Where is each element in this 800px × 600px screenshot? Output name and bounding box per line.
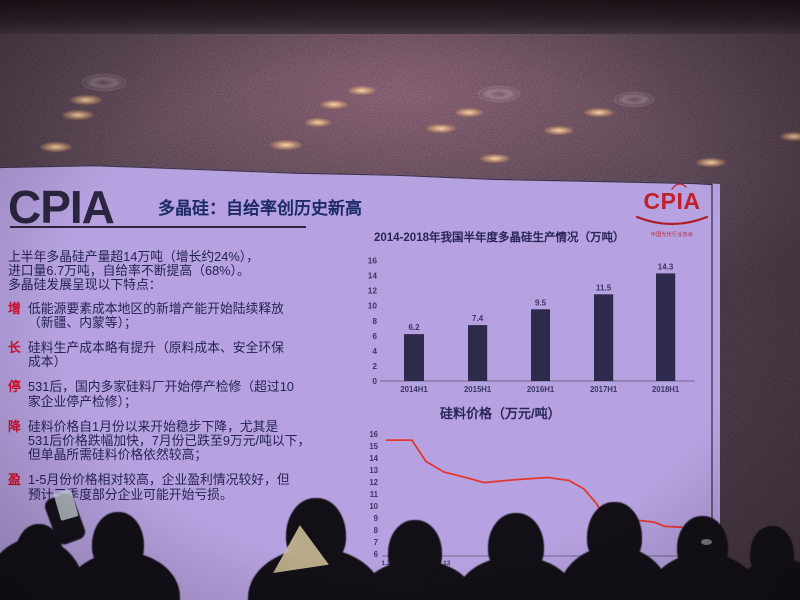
svg-text:15: 15: [369, 442, 378, 451]
svg-text:2.13: 2.13: [438, 560, 451, 567]
svg-text:14.3: 14.3: [658, 262, 674, 271]
svg-text:1.27: 1.27: [406, 560, 419, 567]
svg-text:8: 8: [374, 526, 379, 535]
svg-text:14: 14: [368, 271, 378, 281]
svg-text:3.13: 3.13: [510, 560, 523, 567]
svg-text:10: 10: [369, 502, 378, 511]
svg-text:7.4: 7.4: [472, 314, 484, 323]
svg-text:6.2: 6.2: [630, 560, 639, 567]
svg-text:9: 9: [374, 514, 379, 523]
svg-text:6: 6: [374, 550, 379, 559]
svg-text:0: 0: [372, 376, 377, 386]
svg-text:4.24: 4.24: [578, 560, 591, 567]
svg-text:7: 7: [374, 538, 378, 547]
svg-text:4: 4: [372, 346, 377, 356]
svg-text:13: 13: [369, 466, 378, 475]
svg-text:10: 10: [368, 301, 378, 311]
svg-text:12: 12: [369, 478, 378, 487]
svg-text:6: 6: [372, 331, 377, 341]
svg-text:16: 16: [369, 430, 378, 439]
svg-text:9.5: 9.5: [535, 298, 547, 307]
svg-text:16: 16: [368, 256, 378, 266]
svg-text:8: 8: [372, 316, 377, 326]
svg-text:11: 11: [370, 490, 379, 499]
svg-text:2: 2: [372, 361, 377, 371]
svg-text:14: 14: [369, 454, 378, 463]
svg-text:1.2: 1.2: [381, 560, 390, 567]
svg-text:11.5: 11.5: [596, 283, 612, 292]
svg-text:6.2: 6.2: [408, 323, 420, 332]
svg-text:12: 12: [368, 286, 378, 296]
